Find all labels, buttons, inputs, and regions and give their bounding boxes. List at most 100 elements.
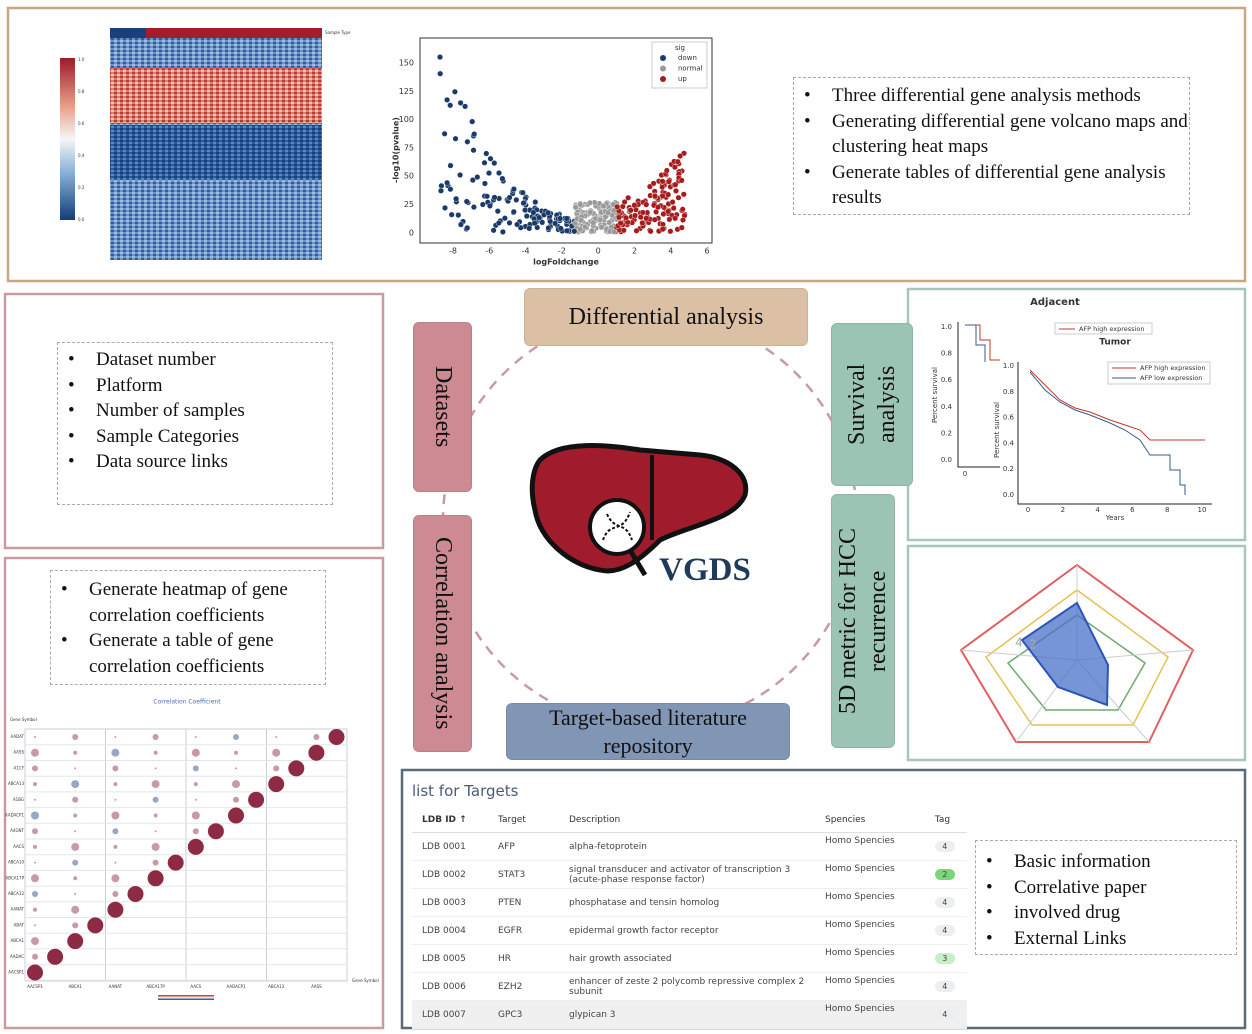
label: 1.0 xyxy=(941,323,952,331)
matrix-dot xyxy=(233,796,239,803)
label: 1.0 xyxy=(78,57,85,62)
volcano-dot xyxy=(526,225,533,232)
volcano-dot xyxy=(659,184,666,191)
matrix-dot xyxy=(152,734,159,740)
matrix-dot xyxy=(73,813,78,818)
feature-list: Dataset numberPlatformNumber of samplesS… xyxy=(58,347,332,475)
table-cell: AFP xyxy=(488,832,559,861)
matrix-dot xyxy=(232,780,240,789)
volcano-dot xyxy=(652,193,659,200)
table-row: LDB 0001 AFP alpha-fetoprotein Homo Spencie… xyxy=(412,832,967,861)
label: 25 xyxy=(404,200,414,209)
label: 0.0 xyxy=(78,217,85,222)
volcano-dot xyxy=(457,221,464,228)
matrix-dot xyxy=(87,917,104,934)
volcano-dot xyxy=(665,191,672,198)
volcano-dot xyxy=(470,204,477,211)
label: 0 xyxy=(409,228,414,237)
matrix-dot xyxy=(112,891,119,897)
volcano-dot xyxy=(499,228,506,235)
column-header: Tag xyxy=(924,808,967,833)
volcano-dot xyxy=(532,199,539,206)
table-cell: 4 xyxy=(924,972,967,1001)
label: Correlation Coefficient xyxy=(153,699,221,706)
label: AACS xyxy=(190,984,201,989)
label: A1BG xyxy=(13,797,24,802)
volcano-dot xyxy=(479,201,486,208)
heatmap-block xyxy=(110,125,322,180)
matrix-dot xyxy=(71,905,80,914)
table-cell: glypican 3 xyxy=(559,1000,815,1029)
matrix-dot xyxy=(47,948,64,965)
matrix-dot xyxy=(34,798,36,801)
module-differential: Differential analysis xyxy=(524,288,808,346)
table-cell: LDB 0006 xyxy=(412,972,488,1001)
table-cell: 4 xyxy=(924,888,967,917)
matrix-dot xyxy=(152,796,159,803)
volcano-dot xyxy=(510,186,517,193)
volcano-dot xyxy=(447,102,454,109)
volcano-dot xyxy=(451,88,458,95)
matrix-dot xyxy=(111,811,120,820)
matrix-dot xyxy=(34,861,36,864)
volcano-dot xyxy=(471,131,478,138)
label: 0.6 xyxy=(941,376,953,384)
label: sig xyxy=(675,44,685,52)
feature-item: Generating differential gene volcano map… xyxy=(794,109,1189,160)
table-row: LDB 0007 GPC3 glypican 3 Homo Spencies 4 xyxy=(412,1000,967,1029)
volcano-dot xyxy=(632,212,639,219)
matrix-dot xyxy=(73,750,78,755)
table-title: list for Targets xyxy=(412,782,519,800)
volcano-dot xyxy=(660,210,667,217)
label: 0.6 xyxy=(78,121,85,126)
matrix-dot xyxy=(74,767,77,770)
volcano-dot xyxy=(510,208,517,215)
volcano-dot xyxy=(611,228,618,235)
volcano-dot xyxy=(590,219,597,226)
volcano-dot xyxy=(587,209,594,216)
volcano-dot xyxy=(563,215,570,222)
volcano-dot xyxy=(665,208,672,215)
table-cell: alpha-fetoprotein xyxy=(559,832,815,861)
volcano-dot xyxy=(651,216,658,223)
label: 0.8 xyxy=(78,89,85,94)
volcano-dot xyxy=(557,225,564,232)
table-cell: 4 xyxy=(924,1000,967,1029)
panel-border xyxy=(906,544,1247,762)
feature-box: Three differential gene analysis methods… xyxy=(793,77,1190,215)
volcano-dot xyxy=(491,160,498,167)
volcano-dot xyxy=(572,204,579,211)
volcano-dot xyxy=(643,201,650,208)
matrix-dot xyxy=(194,736,197,738)
km-axes xyxy=(957,322,1000,468)
matrix-dot xyxy=(288,760,305,777)
label: ABCA10 xyxy=(8,860,24,865)
volcano-dot xyxy=(486,202,493,209)
volcano-dot xyxy=(623,214,630,221)
matrix-dot xyxy=(275,736,278,738)
volcano-dot xyxy=(605,209,612,216)
matrix-dot xyxy=(33,844,37,849)
heatmap-block xyxy=(110,68,322,123)
matrix-dot xyxy=(107,901,124,918)
volcano-dot xyxy=(520,200,527,207)
matrix-dot xyxy=(114,736,117,738)
label: 100 xyxy=(399,115,414,124)
matrix-dot xyxy=(34,924,36,927)
volcano-dot xyxy=(457,171,464,178)
label: 0.8 xyxy=(1003,388,1014,396)
tag: 4 xyxy=(934,925,955,936)
label: -2 xyxy=(558,247,566,256)
matrix-dot xyxy=(187,838,204,855)
volcano-dot xyxy=(666,216,673,223)
matrix-dot xyxy=(31,748,39,757)
volcano-dot xyxy=(442,204,449,211)
table-cell: 2 xyxy=(924,860,967,889)
label: 0.0 xyxy=(941,456,952,464)
table-row: LDB 0003 PTEN phosphatase and tensin homol… xyxy=(412,888,967,917)
table-cell: GPC3 xyxy=(488,1000,559,1029)
label: 0.2 xyxy=(78,185,85,190)
table-cell: enhancer of zeste 2 polycomb repressive … xyxy=(559,972,815,1001)
module-correlation: Correlation analysis xyxy=(413,515,472,752)
